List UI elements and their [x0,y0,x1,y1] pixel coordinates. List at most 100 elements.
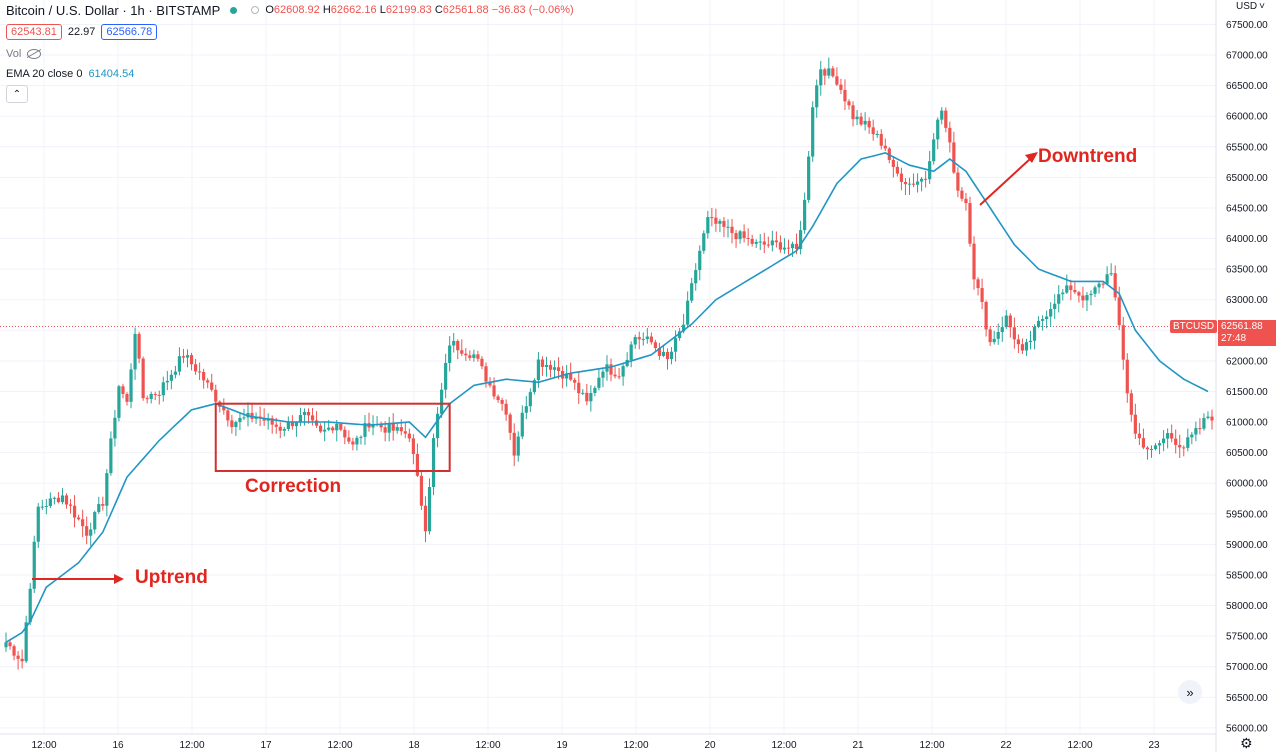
candle-body [85,526,89,536]
candle-body [899,173,904,182]
y-tick-label: 61000.00 [1226,418,1268,429]
bid-price[interactable]: 62543.81 [6,24,62,40]
candle-body [234,421,238,428]
candle-body [669,351,674,360]
candle-body [177,356,182,372]
chevron-up-icon[interactable]: ⌃ [6,85,28,103]
candle-body [77,517,81,520]
y-tick-label: 58000.00 [1226,601,1268,612]
double-chevron-right-icon[interactable]: » [1178,680,1202,704]
price-axis[interactable]: 56000.00 56500.00 57000.00 57500.00 58000.00… [1215,0,1268,752]
candle-body [411,438,415,454]
candle-body [415,453,420,476]
y-tick-label: 63500.00 [1226,265,1268,276]
candle-body [4,642,8,648]
candle-body [879,133,883,146]
x-tick-label: 12:00 [623,740,648,751]
candle-body [637,337,641,340]
candle-body [214,389,218,402]
candle-body [1004,315,1008,328]
candle-body [932,139,936,162]
candle-body [1069,285,1073,290]
x-tick-label: 23 [1148,740,1160,751]
candle-body [706,217,710,234]
candle-body [1210,416,1214,421]
candle-body [790,243,795,249]
candle-body [137,333,141,359]
candle-body [512,432,516,456]
candle-body [778,242,783,250]
symbol-title[interactable]: Bitcoin / U.S. Dollar · 1h · BITSTAMP [6,2,221,18]
candle-body [290,421,294,427]
spread-value: 22.97 [67,26,96,38]
candle-body [343,429,347,438]
candle-body [504,403,508,415]
ask-price[interactable]: 62566.78 [101,24,158,40]
candle-body [64,495,69,505]
candle-body [944,110,948,128]
candle-body [903,181,908,185]
candle-body [609,364,613,375]
candle-body [520,412,524,437]
candle-body [36,506,40,542]
candle-body [528,392,532,407]
candle-body [786,247,791,249]
candle-body [435,413,440,439]
candle-body [617,376,621,378]
candle-body [1028,340,1033,343]
candle-body [226,410,230,421]
candle-body [363,423,367,437]
candle-body [153,394,157,396]
ema-label[interactable]: EMA 20 close 0 [6,68,83,80]
candle-body [452,340,456,346]
candle-body [1101,283,1105,285]
candle-body [649,336,653,343]
candle-body [407,433,411,439]
candle-body [657,347,662,356]
candle-body [665,351,670,360]
candle-body [516,436,520,456]
x-tick-label: 20 [704,740,716,751]
y-tick-label: 66500.00 [1226,81,1268,92]
candle-body [8,642,12,647]
candle-body [710,217,714,219]
candle-body [68,504,73,506]
candle-body [907,183,912,185]
candle-body [109,438,113,474]
candle-body [32,541,36,589]
candle-body [1109,273,1113,275]
last-price-value: 62561.88 [1221,320,1263,332]
candle-body [1166,433,1170,439]
candle-body [532,380,536,393]
candle-body [193,364,198,372]
candle-body [1097,283,1101,288]
x-tick-label: 12:00 [475,740,500,751]
currency-selector[interactable]: USD ˅ [1236,1,1265,12]
candle-body [302,411,307,416]
candle-body [940,110,944,120]
y-tick-label: 63000.00 [1226,295,1268,306]
candle-body [1061,292,1065,295]
candle-body [573,379,577,383]
candle-body [794,243,799,250]
candle-body [585,392,589,402]
gear-icon[interactable]: ⚙ [1240,735,1253,751]
candle-body [89,529,93,536]
y-tick-label: 56000.00 [1226,723,1268,734]
candle-body [282,429,286,431]
candle-body [1065,285,1069,293]
candle-body [1113,273,1117,298]
eye-crossed-icon[interactable] [27,49,42,59]
candle-body [395,427,399,431]
candle-body [93,512,97,530]
candle-body [1133,414,1137,434]
candle-body [165,380,169,383]
candle-body [891,159,895,167]
candle-body [496,396,500,401]
candle-body [24,622,28,662]
candle-body [274,424,278,427]
time-axis[interactable]: 12:00 16 12:00 17 12:00 18 12:00 19 12:00 20 12:00… [0,733,1216,751]
candle-body [1141,438,1146,448]
candle-body [286,421,290,430]
